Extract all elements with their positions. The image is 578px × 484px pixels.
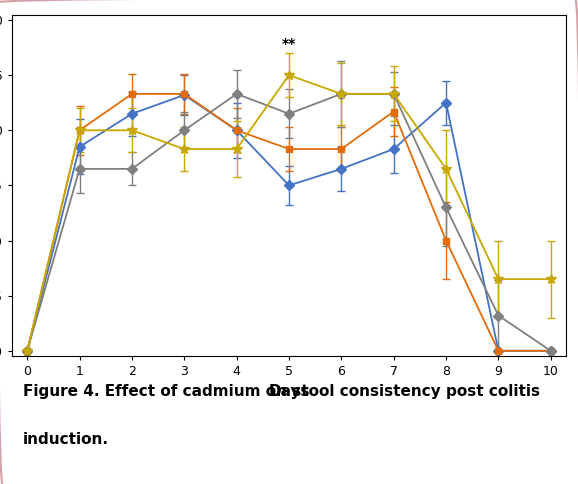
Text: **: ** xyxy=(282,37,296,51)
Text: Figure 4. Effect of cadmium on stool consistency post colitis: Figure 4. Effect of cadmium on stool con… xyxy=(23,383,540,398)
Text: induction.: induction. xyxy=(23,432,109,447)
X-axis label: Days: Days xyxy=(268,384,310,399)
